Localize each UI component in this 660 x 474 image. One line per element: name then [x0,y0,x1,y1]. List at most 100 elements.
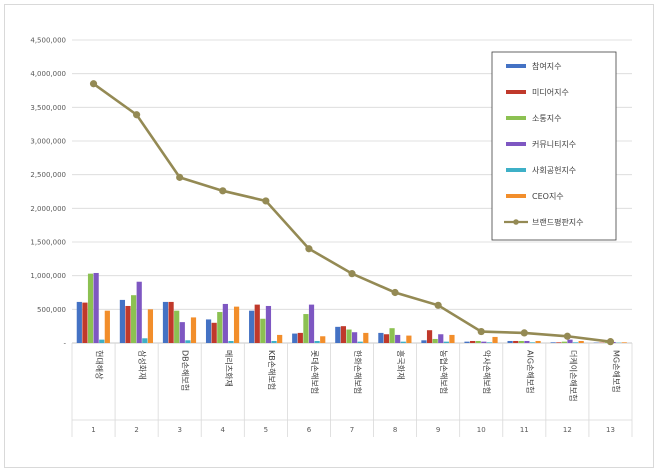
y-tick-label: 2,000,000 [30,205,66,213]
bar-CEO지수 [190,317,197,343]
bar-사회공헌지수 [314,340,320,343]
brand-index-point [434,301,442,309]
bar-소통지수 [260,318,266,343]
bar-소통지수 [389,328,395,343]
category-number: 8 [393,426,397,434]
legend-label: CEO지수 [532,192,564,201]
bar-커뮤니티지수 [308,304,315,343]
bar-미디어지수 [426,330,433,343]
bar-CEO지수 [363,332,369,343]
legend-swatch [506,116,526,120]
bar-커뮤니티지수 [567,339,573,343]
bar-미디어지수 [513,340,519,343]
category-number: 10 [477,426,486,434]
bar-참여지수 [249,310,255,343]
bar-참여지수 [507,340,513,343]
bar-CEO지수 [578,340,584,343]
legend-label: 사회공헌지수 [532,166,576,175]
brand-index-point [606,338,615,346]
bar-사회공헌지수 [529,342,536,343]
bar-CEO지수 [320,336,326,343]
brand-index-point [305,245,313,253]
bar-참여지수 [335,326,341,343]
category-number: 5 [264,426,268,434]
bar-사회공헌지수 [142,338,148,343]
category-label: 흥국화재 [396,350,406,379]
category-number: 12 [563,426,572,434]
brand-index-point [176,173,184,181]
bar-CEO지수 [233,306,240,343]
bar-커뮤니티지수 [524,340,530,343]
bar-참여지수 [550,342,556,343]
legend-swatch [506,142,526,146]
category-number: 2 [134,426,138,434]
category-number: 4 [221,426,226,434]
brand-index-point [262,197,270,205]
bar-사회공헌지수 [443,341,449,343]
bar-사회공헌지수 [572,342,579,343]
legend-swatch [506,194,526,198]
brand-index-point [89,80,98,88]
category-label: 롯데손해보험 [310,350,320,394]
y-tick-label: - [63,340,66,348]
bar-미디어지수 [125,305,131,343]
bar-사회공헌지수 [271,340,277,343]
category-label: 악사손해보험 [482,350,492,394]
y-tick-label: 1,000,000 [30,272,66,280]
bar-커뮤니티지수 [438,334,444,343]
bar-사회공헌지수 [185,340,191,343]
bar-커뮤니티지수 [265,305,272,343]
brand-index-point [133,111,141,119]
bar-CEO지수 [492,336,498,343]
brand-index-point [391,288,399,297]
bar-커뮤니티지수 [481,341,487,343]
category-label: 한화손해보험 [353,350,363,394]
y-tick-label: 3,500,000 [30,104,66,112]
bar-미디어지수 [470,340,476,343]
bar-참여지수 [464,341,470,343]
bar-커뮤니티지수 [352,332,358,343]
bar-소통지수 [561,341,567,343]
category-label: KB손해보험 [267,350,277,390]
bar-미디어지수 [340,326,346,343]
bar-커뮤니티지수 [395,334,401,343]
bar-CEO지수 [104,310,110,343]
bar-소통지수 [174,310,180,343]
bar-참여지수 [378,332,384,343]
bar-CEO지수 [621,342,627,343]
bar-CEO지수 [147,309,154,343]
brand-index-point [520,329,528,337]
bar-소통지수 [475,340,481,343]
bar-커뮤니티지수 [179,322,185,343]
category-number: 7 [350,426,354,434]
category-label: 메리츠화재 [224,350,233,387]
brand-index-point [348,270,356,278]
bar-소통지수 [303,314,309,343]
bar-참여지수 [292,333,298,343]
category-number: 9 [436,426,440,434]
category-label: MG손해보험 [611,350,621,393]
brand-index-point [219,187,227,195]
legend-swatch-point [513,219,519,225]
bar-CEO지수 [449,334,455,343]
legend-swatch [506,168,526,172]
category-label: 농협손해보험 [439,350,449,394]
bar-소통지수 [518,340,524,343]
bar-사회공헌지수 [99,339,105,343]
y-tick-label: 4,500,000 [30,37,66,45]
brand-index-point [563,332,571,340]
category-number: 6 [307,426,312,434]
y-tick-label: 1,500,000 [30,239,66,247]
bar-소통지수 [346,329,352,343]
bar-미디어지수 [168,301,174,343]
bar-참여지수 [162,301,169,343]
bar-CEO지수 [277,334,283,343]
bar-사회공헌지수 [357,341,363,343]
bar-커뮤니티지수 [222,303,228,343]
bar-미디어지수 [82,302,88,343]
category-label: 삼성화재 [138,350,148,379]
legend-label: 소통지수 [532,114,561,123]
category-label: AIG손해보험 [525,350,535,393]
bar-커뮤니티지수 [93,272,99,343]
